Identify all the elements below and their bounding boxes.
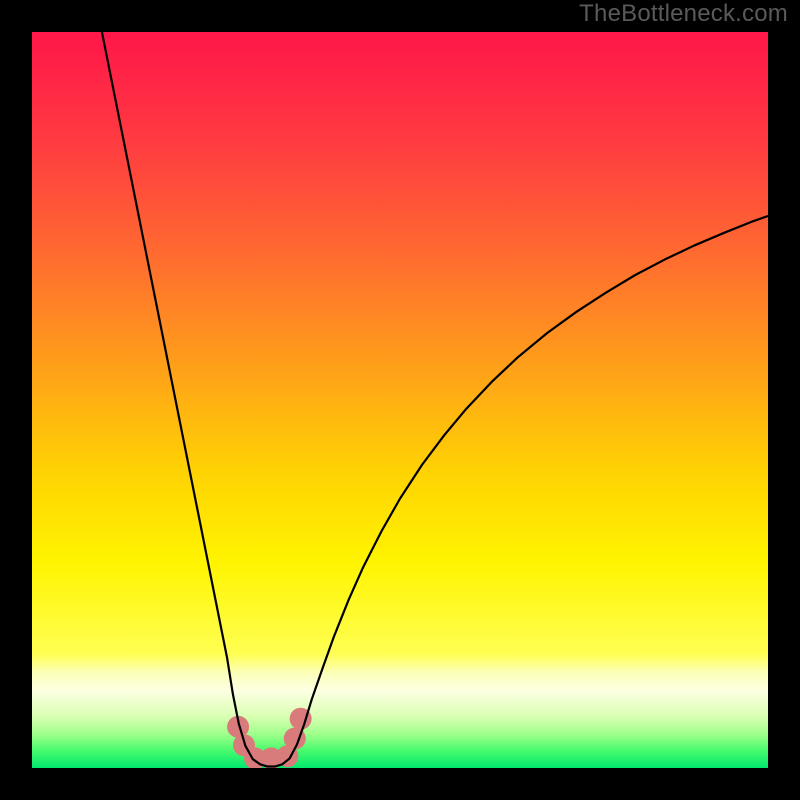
chart-background [32, 32, 768, 768]
bottleneck-chart-svg [32, 32, 768, 768]
plot-area [32, 32, 768, 768]
chart-stage: TheBottleneck.com [0, 0, 800, 800]
plot-frame [30, 30, 770, 770]
watermark-label: TheBottleneck.com [579, 0, 788, 28]
